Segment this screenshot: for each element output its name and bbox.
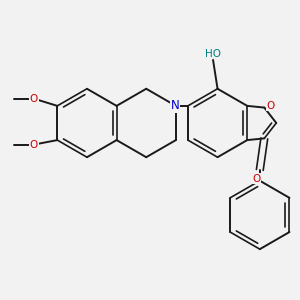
Text: O: O: [266, 101, 275, 111]
Text: N: N: [171, 99, 179, 112]
Text: O: O: [30, 140, 38, 150]
Text: O: O: [30, 94, 38, 104]
Text: HO: HO: [205, 49, 221, 58]
Text: O: O: [252, 174, 260, 184]
